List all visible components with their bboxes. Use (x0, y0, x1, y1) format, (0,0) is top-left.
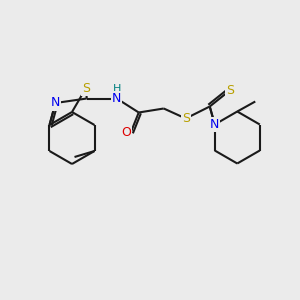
Text: N: N (210, 118, 219, 131)
Text: S: S (182, 112, 190, 125)
Text: O: O (121, 126, 131, 139)
Text: S: S (82, 82, 90, 94)
Text: N: N (112, 92, 122, 105)
Text: N: N (51, 97, 60, 110)
Text: S: S (226, 84, 234, 97)
Text: H: H (112, 85, 121, 94)
